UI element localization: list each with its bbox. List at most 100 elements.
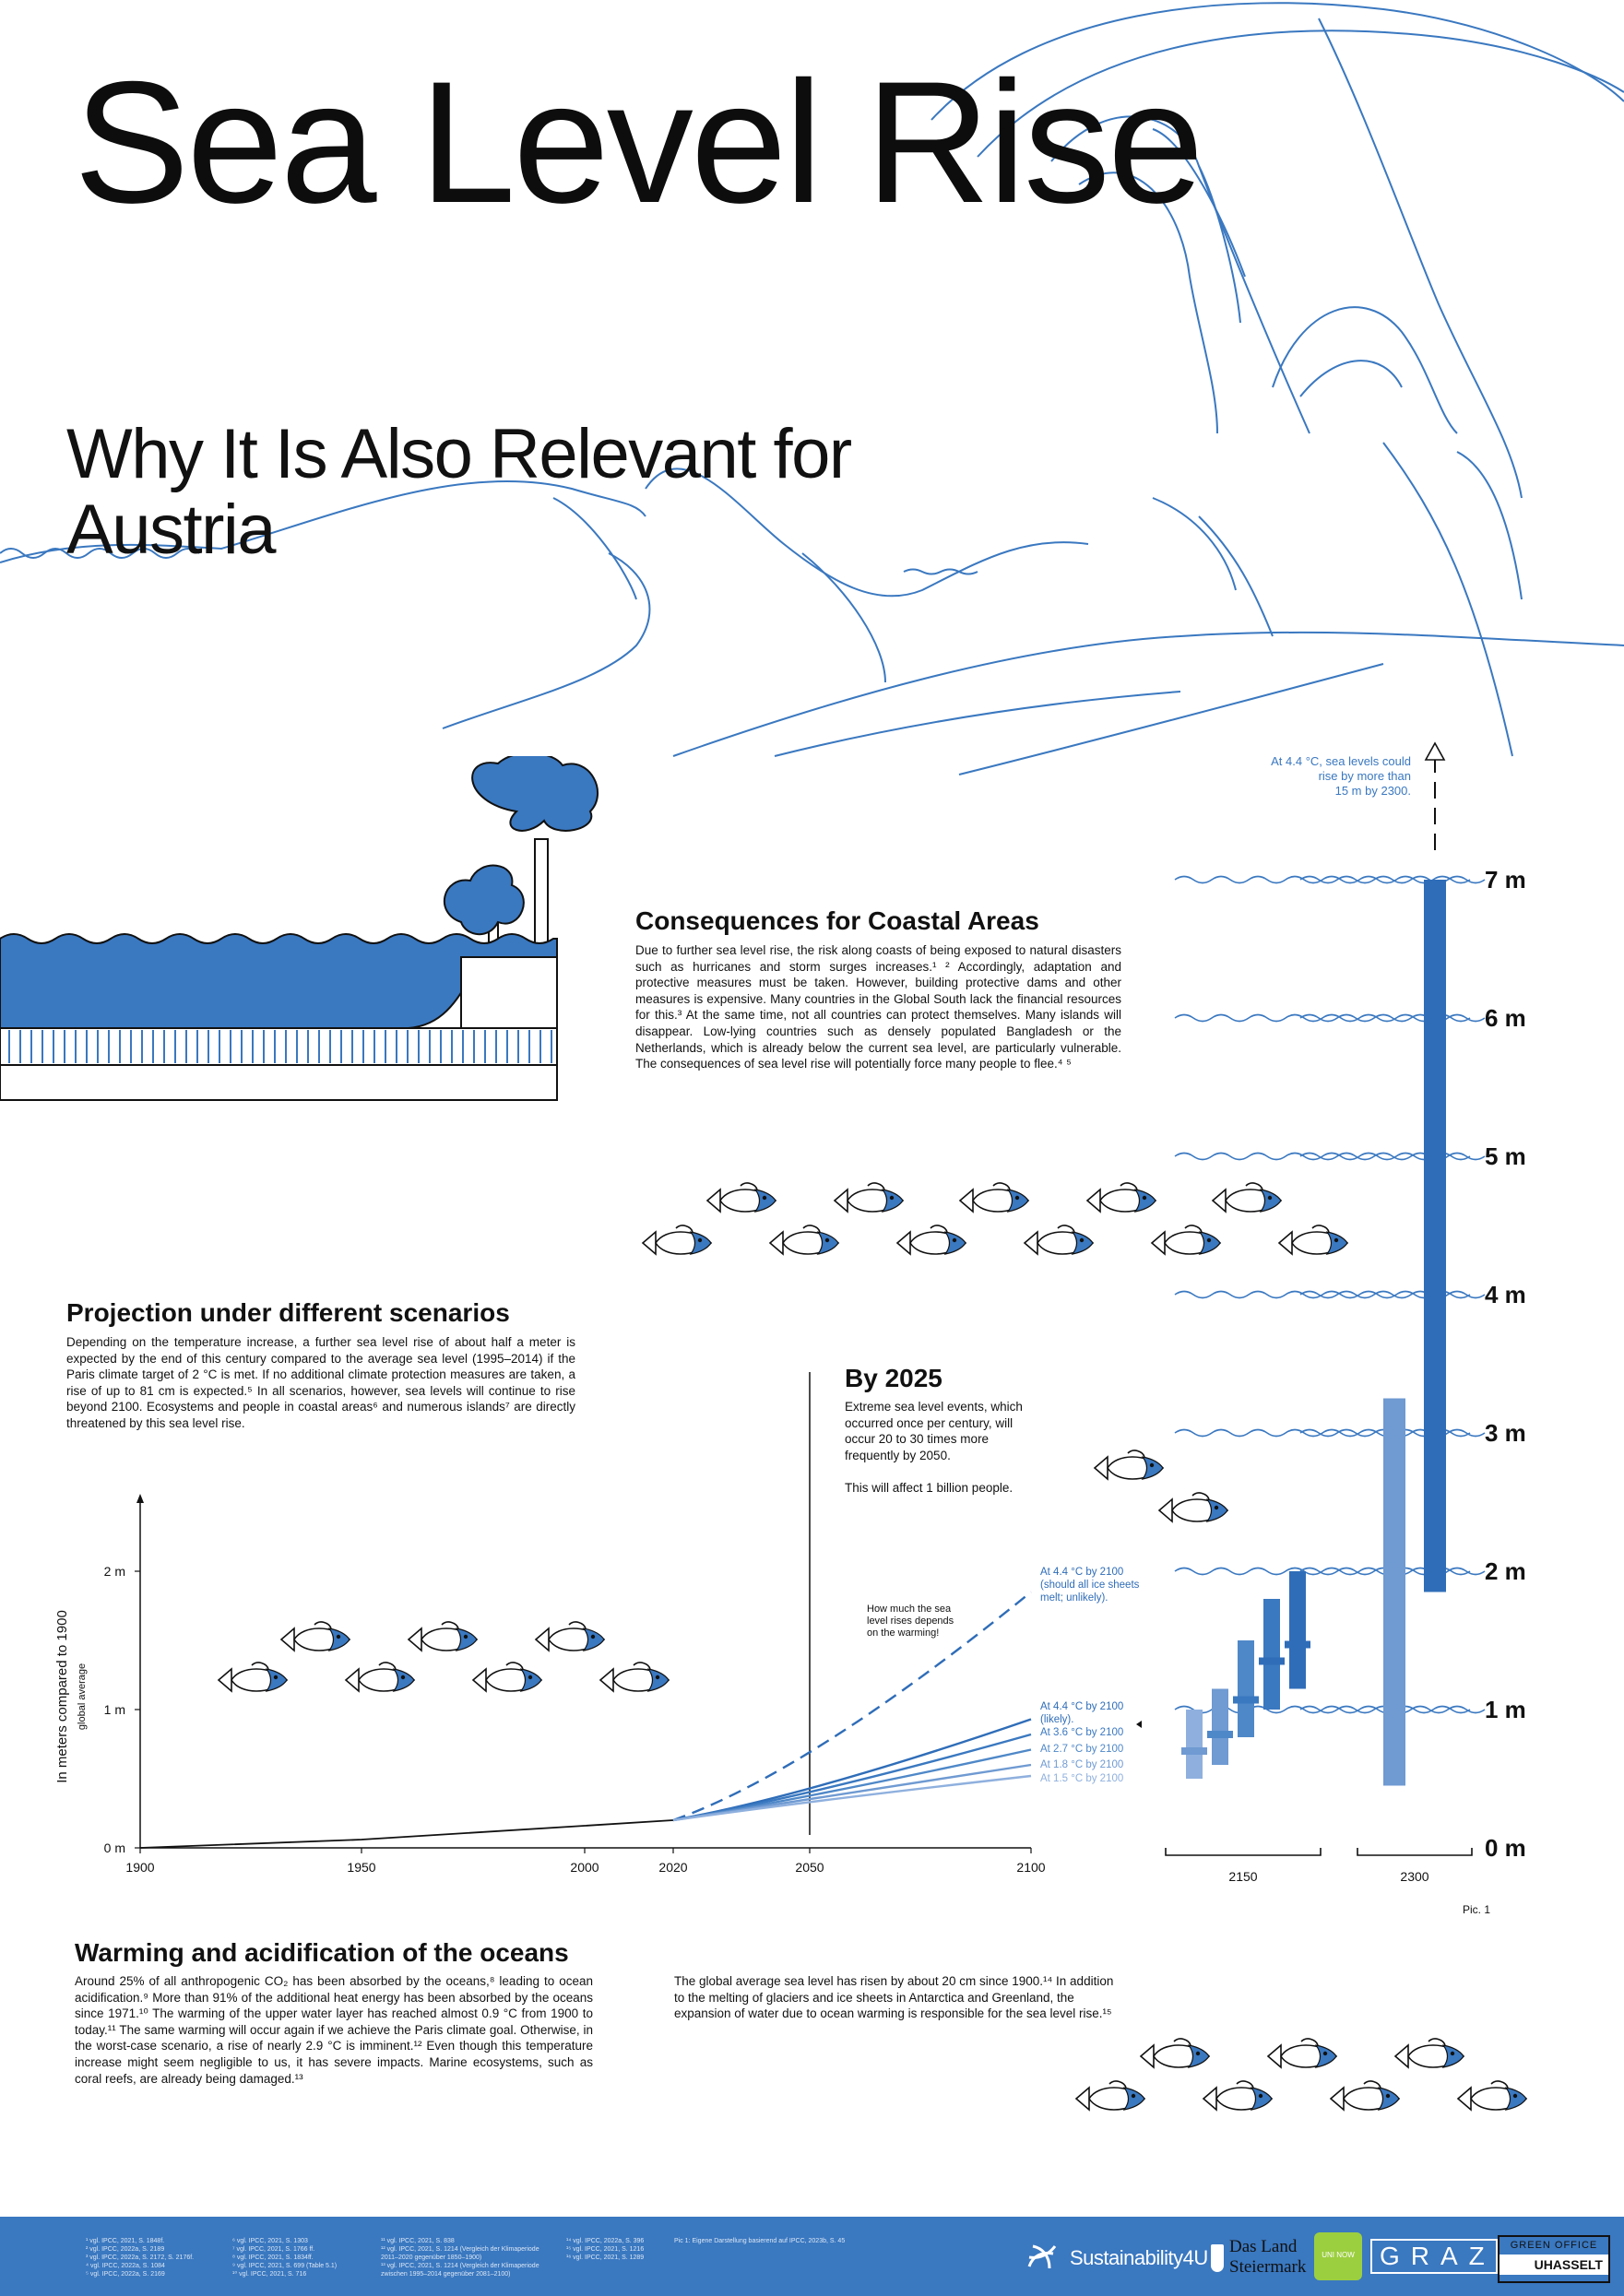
by2025-body: Extreme sea level events, which occurred… — [845, 1400, 1023, 1462]
steiermark-logo-line-1: Das Land — [1229, 2237, 1298, 2256]
x-tick-label: 2100 — [1016, 1860, 1045, 1875]
coast-illustration — [0, 756, 599, 1101]
scenario-label: At 1.5 °C by 2100 — [1040, 1773, 1123, 1784]
scenario-label: At 2.7 °C by 2100 — [1040, 1744, 1123, 1755]
annotation-text: on the warming! — [867, 1627, 939, 1639]
fish-icon — [1140, 2038, 1210, 2068]
wave-level-line — [1174, 1428, 1471, 1438]
scenario-line — [672, 1774, 1032, 1822]
footer: ¹ vgl. IPCC, 2021, S. 1848f. ² vgl. IPCC,… — [0, 2217, 1624, 2296]
x-tick-label: 1900 — [125, 1860, 154, 1875]
steiermark-logo-line-2: Steiermark — [1229, 2257, 1307, 2277]
range-bar-2150 — [1186, 1710, 1203, 1779]
x-tick-label: 2000 — [570, 1860, 599, 1875]
up-triangle-icon — [1424, 741, 1446, 761]
footnote: ¹³ vgl. IPCC, 2021, S. 1214 (Vergleich d… — [381, 2263, 539, 2269]
range-median-2150 — [1207, 1731, 1233, 1738]
wave-level-line — [1174, 1290, 1471, 1299]
range-bar-2150 — [1289, 1571, 1306, 1689]
uhasselt-label: UHASSELT — [1500, 2255, 1608, 2275]
scenario-line — [672, 1718, 1032, 1822]
annotation-text: level rises depends — [867, 1615, 954, 1627]
fish-icon — [642, 1225, 712, 1255]
uni-logo-text: UNI NOW — [1322, 2251, 1355, 2259]
footnotes-col-1: ¹ vgl. IPCC, 2021, S. 1848f. ² vgl. IPCC,… — [86, 2237, 224, 2278]
wave-level-line — [1174, 1567, 1471, 1576]
range-median-2150 — [1233, 1696, 1259, 1704]
pic-label: Pic. 1 — [1463, 1903, 1490, 1916]
fish-school-bottom — [1075, 2038, 1527, 2111]
sea-level-line-chart: 0 m 1 m 2 m 1900 1950 2000 2020 2050 2100 In mete… — [54, 1372, 1142, 1875]
scenario-label: At 3.6 °C by 2100 — [1040, 1727, 1123, 1738]
level-label: 5 m — [1485, 1142, 1526, 1170]
range-median-2150 — [1285, 1640, 1310, 1649]
fish-icon — [1024, 1225, 1094, 1255]
footnote: ¹ vgl. IPCC, 2021, S. 1848f. — [86, 2238, 165, 2244]
scenario-label: At 4.4 °C by 2100 — [1040, 1567, 1123, 1578]
uhasselt-logo: GREEN OFFICE UHASSELT — [1498, 2235, 1610, 2283]
level-label: 4 m — [1485, 1281, 1526, 1308]
footnote: ¹⁰ vgl. IPCC, 2021, S. 716 — [232, 2271, 307, 2278]
range-bar-2150 — [1212, 1688, 1228, 1765]
range-bar-2150 — [1263, 1599, 1280, 1710]
x-label-2300: 2300 — [1400, 1869, 1428, 1884]
footnote: ¹⁴ vgl. IPCC, 2022a, S. 396 — [566, 2238, 645, 2244]
level-label: 2 m — [1485, 1557, 1526, 1585]
consequences-body: Due to further sea level rise, the risk … — [635, 943, 1121, 1071]
fish-icon — [1394, 2038, 1464, 2068]
by2025-body-2: This will affect 1 billion people. — [845, 1481, 1014, 1495]
fish-icon — [769, 1225, 839, 1255]
ground-layer — [8, 1030, 552, 1063]
footnotes-col-4: ¹⁴ vgl. IPCC, 2022a, S. 396 ¹⁵ vgl. IPCC,… — [566, 2237, 677, 2262]
page-subtitle: Why It Is Also Relevant for Austria — [66, 415, 852, 570]
projection-heading: Projection under different scenarios — [66, 1298, 510, 1327]
x-label-2150: 2150 — [1228, 1869, 1257, 1884]
green-office-label: GREEN OFFICE — [1510, 2240, 1598, 2251]
bracket-2300 — [1357, 1848, 1473, 1856]
footnote: 2011–2020 gegenüber 1850–1900) — [381, 2255, 482, 2261]
page-title: Sea Level Rise — [74, 45, 1204, 239]
level-label: 7 m — [1485, 866, 1526, 894]
historical-line — [139, 1819, 674, 1849]
consequences-heading: Consequences for Coastal Areas — [635, 906, 1039, 935]
x-tick-label: 1950 — [347, 1860, 375, 1875]
footnote: ⁷ vgl. IPCC, 2021, S. 1766 ff. — [232, 2246, 315, 2253]
wave-level-line — [1299, 875, 1486, 884]
y-axis-sublabel: global average — [77, 1663, 88, 1730]
note-2300-text: 15 m by 2300. — [1335, 784, 1411, 798]
scenario-label: (likely). — [1040, 1714, 1073, 1725]
footnote: ¹⁵ vgl. IPCC, 2021, S. 1216 — [566, 2246, 645, 2253]
scenario-label: melt; unlikely). — [1040, 1592, 1108, 1604]
fish-icon — [896, 1225, 966, 1255]
range-median-2150 — [1181, 1747, 1207, 1755]
footnote: ¹² vgl. IPCC, 2021, S. 1214 (Vergleich d… — [381, 2246, 539, 2253]
wave-level-line — [1299, 1290, 1486, 1299]
steiermark-crest-icon — [1211, 2244, 1224, 2272]
by2025-heading: By 2025 — [845, 1364, 942, 1392]
footnote: ⁶ vgl. IPCC, 2021, S. 1303 — [232, 2238, 308, 2244]
footnote: ⁵ vgl. IPCC, 2022a, S. 2169 — [86, 2271, 165, 2278]
pointer-arrow-icon — [1136, 1721, 1142, 1728]
scenario-line — [672, 1591, 1032, 1822]
sea-level-range-chart: 0 m 1 m 2 m 3 m 4 m 5 m 6 m 7 m At 4.4 °C, sea l… — [1165, 741, 1526, 1916]
wave-level-line — [1299, 1013, 1486, 1023]
y-tick-label: 1 m — [104, 1702, 125, 1717]
fish-icon — [1457, 2080, 1527, 2111]
y-axis-arrow-icon — [136, 1494, 144, 1503]
sustainability-logo-icon — [1027, 2244, 1057, 2269]
fish-icon — [1075, 2080, 1145, 2111]
footnotes-col-2: ⁶ vgl. IPCC, 2021, S. 1303 ⁷ vgl. IPCC, 2… — [232, 2237, 371, 2278]
footnote: ⁴ vgl. IPCC, 2022a, S. 1084 — [86, 2263, 165, 2269]
graz-logo: GRAZ — [1370, 2239, 1498, 2274]
footnotes-col-5: Pic 1: Eigene Darstellung basierend auf … — [674, 2237, 877, 2245]
x-tick-label: 2020 — [658, 1860, 687, 1875]
footnote: ⁸ vgl. IPCC, 2021, S. 1834ff. — [232, 2255, 314, 2261]
projection-body: Depending on the temperature increase, a… — [66, 1335, 575, 1430]
range-bar-2300 — [1383, 1398, 1405, 1786]
range-median-2150 — [1259, 1657, 1285, 1665]
level-label: 6 m — [1485, 1004, 1526, 1032]
footnote: zwischen 1995–2014 gegenüber 2081–2100) — [381, 2271, 511, 2278]
wave-illustration — [0, 2, 1624, 775]
fish-icon — [1330, 2080, 1400, 2111]
fish-icon — [834, 1182, 904, 1213]
